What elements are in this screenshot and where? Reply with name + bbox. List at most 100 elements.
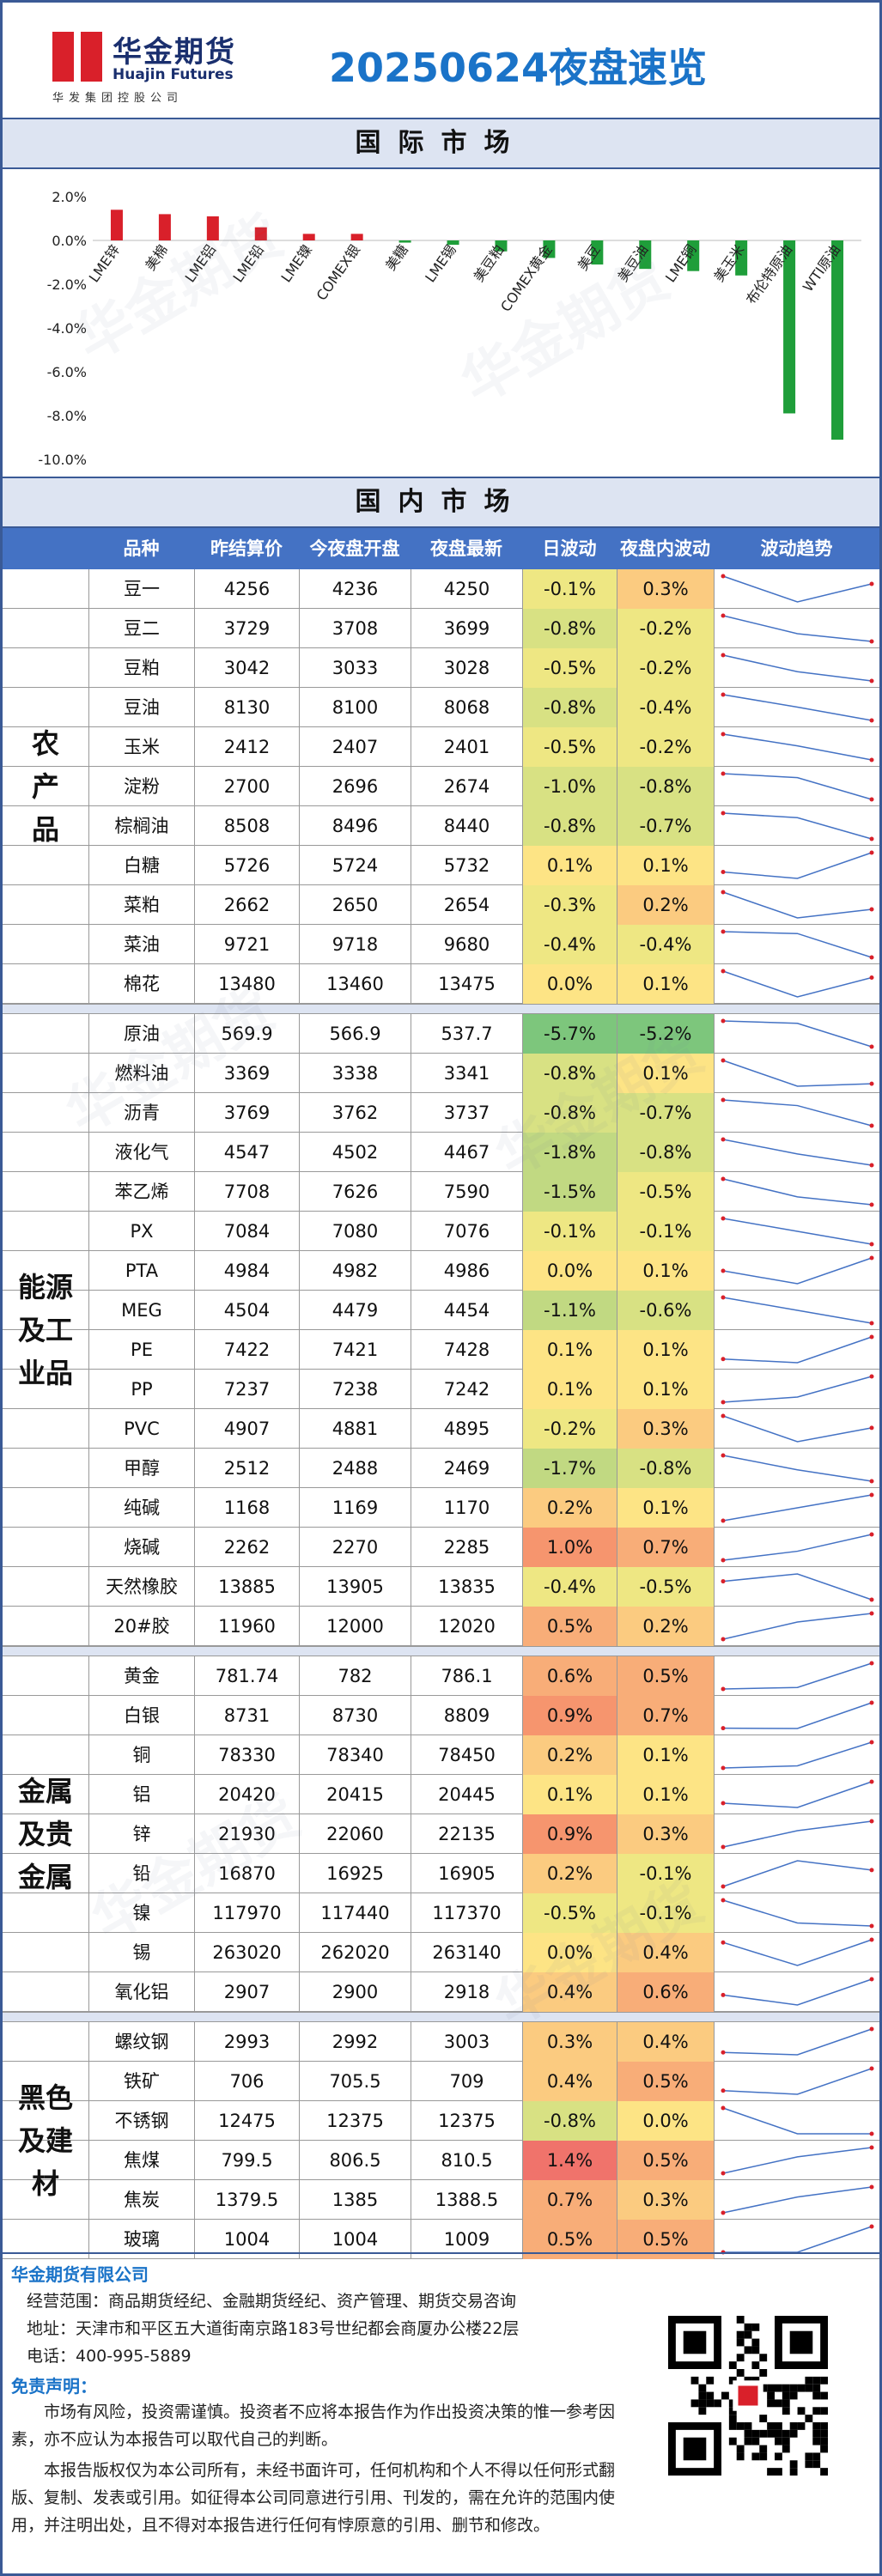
sparkline-start-dot	[721, 1268, 726, 1273]
price-cell: 2700	[194, 767, 299, 806]
price-cell: 566.9	[299, 1014, 411, 1054]
bar	[831, 240, 844, 440]
sparkline-end-dot	[869, 1923, 874, 1929]
sparkline-start-dot	[721, 1726, 726, 1731]
product-name: MEG	[88, 1291, 194, 1330]
table-row: 黄金 781.74 782 786.1 0.6% 0.5%	[3, 1656, 879, 1696]
price-cell: 8730	[299, 1696, 411, 1735]
table-row: PE 7422 7421 7428 0.1% 0.1%	[3, 1330, 879, 1370]
sparkline-start-dot	[721, 969, 726, 974]
price-cell: 7708	[194, 1172, 299, 1212]
daily-change-cell: -0.5%	[522, 1893, 617, 1933]
price-cell: 3762	[299, 1093, 411, 1133]
table-row: 白银 8731 8730 8809 0.9% 0.7%	[3, 1696, 879, 1735]
price-cell: 3003	[411, 2022, 522, 2062]
price-cell: 7626	[299, 1172, 411, 1212]
table-row: 豆二 3729 3708 3699 -0.8% -0.2%	[3, 609, 879, 648]
sparkline-end-dot	[869, 1661, 874, 1666]
price-cell: 2488	[299, 1449, 411, 1488]
trend-sparkline	[714, 1133, 879, 1172]
bar	[735, 240, 748, 276]
product-name: 豆一	[88, 569, 194, 609]
trend-sparkline	[714, 846, 879, 885]
trend-sparkline	[714, 727, 879, 767]
sparkline-path	[722, 1781, 873, 1808]
sparkline-path	[722, 615, 873, 642]
price-cell: 263140	[411, 1933, 522, 1972]
sparkline-path	[722, 1455, 873, 1482]
bar	[687, 240, 700, 271]
header: 华金期货 Huajin Futures 华发集团控股公司 20250624夜盘速…	[3, 3, 879, 118]
sparkline-path	[722, 1702, 873, 1729]
night-change-cell: 0.4%	[617, 2022, 714, 2062]
sparkline-start-dot	[721, 692, 726, 697]
trend-sparkline	[714, 1528, 879, 1567]
sparkline-end-dot	[869, 678, 874, 683]
sparkline-end-dot	[869, 1700, 874, 1705]
sparkline-start-dot	[721, 1884, 726, 1889]
x-tick-label: LME铅	[229, 241, 267, 285]
daily-change-cell: 1.4%	[522, 2141, 617, 2180]
price-cell: 3729	[194, 609, 299, 648]
intl-market-chart: 2.0% 0.0% -2.0% -4.0% -6.0% -8.0% -10.0% LME锌 美棉…	[38, 189, 861, 468]
trend-sparkline	[714, 1330, 879, 1370]
sparkline-end-dot	[869, 1819, 874, 1824]
sparkline-path	[722, 891, 873, 919]
night-change-cell: 0.1%	[617, 1054, 714, 1093]
daily-change-cell: 0.9%	[522, 1814, 617, 1854]
sparkline-path	[722, 1662, 873, 1690]
product-name: 焦煤	[88, 2141, 194, 2180]
price-cell: 12375	[299, 2101, 411, 2141]
night-change-cell: -0.1%	[617, 1893, 714, 1933]
footer: 华金期货有限公司 经营范围：商品期货经纪、金融期货经纪、资产管理、期货交易咨询 …	[3, 2252, 879, 2573]
price-cell: 5726	[194, 846, 299, 885]
price-cell: 8731	[194, 1696, 299, 1735]
sparkline-end-dot	[869, 907, 874, 912]
sparkline-end-dot	[869, 1492, 874, 1498]
price-cell: 799.5	[194, 2141, 299, 2180]
sparkline-end-dot	[869, 2224, 874, 2229]
price-cell: 1009	[411, 2220, 522, 2259]
table-row: 焦煤 799.5 806.5 810.5 1.4% 0.5%	[3, 2141, 879, 2180]
product-name: 焦炭	[88, 2180, 194, 2220]
daily-change-cell: -0.8%	[522, 2101, 617, 2141]
product-name: 镍	[88, 1893, 194, 1933]
product-name: 玻璃	[88, 2220, 194, 2259]
sparkline-end-dot	[869, 2066, 874, 2071]
trend-sparkline	[714, 1488, 879, 1528]
bar	[350, 234, 363, 240]
price-cell: 2469	[411, 1449, 522, 1488]
price-cell: 2907	[194, 1972, 299, 2012]
x-tick-label: LME锡	[422, 241, 459, 285]
product-name: 豆粕	[88, 648, 194, 688]
bar	[302, 234, 315, 240]
sparkline-start-dot	[721, 1295, 726, 1300]
product-name: 锡	[88, 1933, 194, 1972]
product-name: 沥青	[88, 1093, 194, 1133]
sparkline-start-dot	[721, 1579, 726, 1584]
sparkline-end-dot	[869, 2026, 874, 2032]
table-row: 锌 21930 22060 22135 0.9% 0.3%	[3, 1814, 879, 1854]
daily-change-cell: -0.1%	[522, 1212, 617, 1251]
sparkline-start-dot	[721, 1637, 726, 1642]
sparkline-start-dot	[721, 1844, 726, 1850]
x-tick-label: LME铝	[182, 241, 220, 285]
sparkline-path	[722, 1613, 873, 1640]
table-row: MEG 4504 4479 4454 -1.1% -0.6%	[3, 1291, 879, 1330]
product-name: 白银	[88, 1696, 194, 1735]
table-row: 铝 20420 20415 20445 0.1% 0.1%	[3, 1775, 879, 1814]
table-row: PP 7237 7238 7242 0.1% 0.1%	[3, 1370, 879, 1409]
price-cell: 7084	[194, 1212, 299, 1251]
night-change-cell: 0.3%	[617, 1409, 714, 1449]
daily-change-cell: 0.1%	[522, 846, 617, 885]
table-row: 不锈钢 12475 12375 12375 -0.8% 0.0%	[3, 2101, 879, 2141]
price-cell: 16905	[411, 1854, 522, 1893]
daily-change-cell: -0.8%	[522, 1054, 617, 1093]
trend-sparkline	[714, 1251, 879, 1291]
trend-sparkline	[714, 1854, 879, 1893]
price-cell: 12020	[411, 1607, 522, 1646]
bar	[254, 227, 267, 240]
price-cell: 11960	[194, 1607, 299, 1646]
price-cell: 4467	[411, 1133, 522, 1172]
price-cell: 3769	[194, 1093, 299, 1133]
